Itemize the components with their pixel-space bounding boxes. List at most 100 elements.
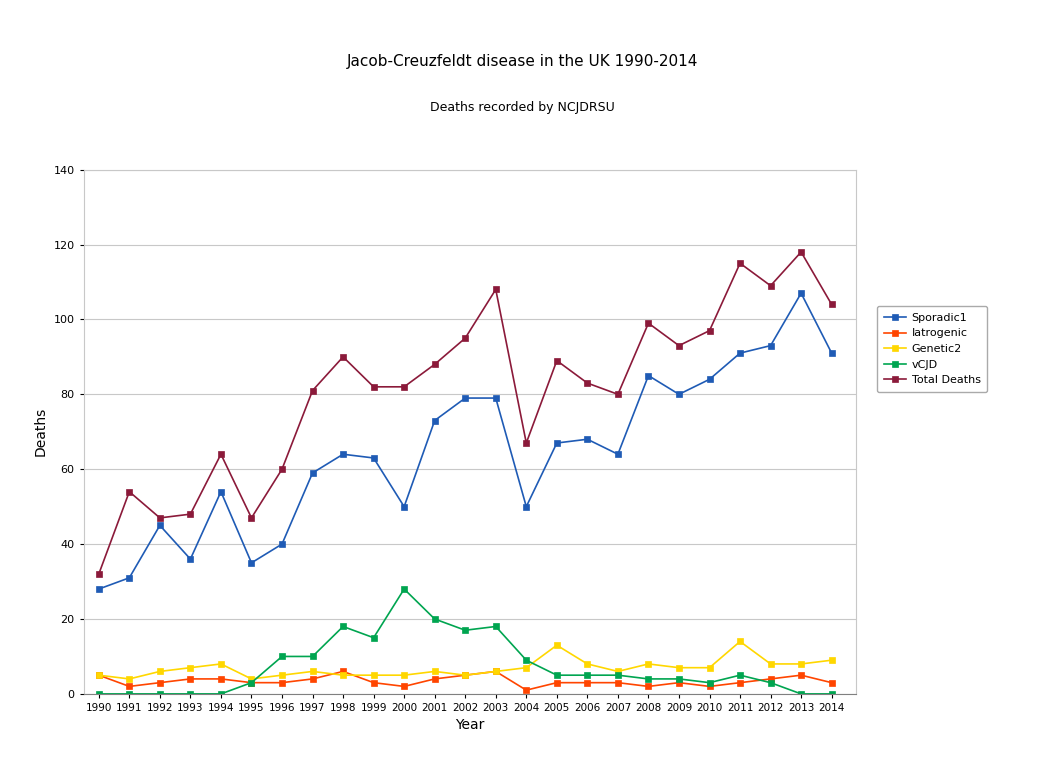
Genetic2 (123, 675, 136, 684)
Total Deaths (612, 389, 624, 399)
Total Deaths (794, 247, 807, 257)
Genetic2 (672, 663, 685, 672)
Line: Genetic2: Genetic2 (96, 638, 834, 682)
vCJD (337, 622, 350, 631)
Genetic2 (306, 667, 318, 676)
Sporadic1 (520, 502, 532, 511)
Genetic2 (490, 667, 502, 676)
vCJD (764, 678, 777, 687)
Genetic2 (184, 663, 196, 672)
vCJD (704, 678, 716, 687)
vCJD (826, 689, 838, 699)
Genetic2 (367, 671, 380, 680)
Total Deaths (550, 356, 563, 365)
Sporadic1 (550, 439, 563, 448)
Iatrogenic (306, 675, 318, 684)
Iatrogenic (367, 678, 380, 687)
vCJD (367, 633, 380, 642)
Sporadic1 (490, 393, 502, 402)
Genetic2 (245, 675, 258, 684)
Sporadic1 (367, 453, 380, 463)
vCJD (245, 678, 258, 687)
Genetic2 (704, 663, 716, 672)
Text: Deaths recorded by NCJDRSU: Deaths recorded by NCJDRSU (430, 102, 614, 114)
Iatrogenic (764, 675, 777, 684)
vCJD (794, 689, 807, 699)
Iatrogenic (490, 667, 502, 676)
Genetic2 (459, 671, 472, 680)
Total Deaths (337, 352, 350, 362)
Iatrogenic (520, 685, 532, 695)
Total Deaths (520, 439, 532, 448)
vCJD (398, 584, 410, 594)
Sporadic1 (306, 468, 318, 477)
Genetic2 (582, 659, 594, 668)
vCJD (428, 614, 441, 624)
Iatrogenic (582, 678, 594, 687)
Sporadic1 (672, 389, 685, 399)
Sporadic1 (123, 573, 136, 582)
Iatrogenic (826, 678, 838, 687)
Total Deaths (184, 510, 196, 519)
Genetic2 (734, 637, 746, 646)
Total Deaths (215, 449, 228, 459)
Iatrogenic (704, 682, 716, 691)
Sporadic1 (184, 554, 196, 564)
Total Deaths (245, 513, 258, 523)
Total Deaths (642, 318, 655, 328)
Genetic2 (520, 663, 532, 672)
Line: Iatrogenic: Iatrogenic (96, 668, 834, 693)
Iatrogenic (184, 675, 196, 684)
vCJD (642, 675, 655, 684)
Genetic2 (826, 655, 838, 665)
Genetic2 (428, 667, 441, 676)
Sporadic1 (764, 341, 777, 350)
Total Deaths (123, 487, 136, 497)
Iatrogenic (245, 678, 258, 687)
Total Deaths (93, 570, 105, 579)
vCJD (734, 671, 746, 680)
Iatrogenic (428, 675, 441, 684)
Iatrogenic (672, 678, 685, 687)
Sporadic1 (794, 288, 807, 298)
Sporadic1 (826, 348, 838, 358)
Total Deaths (276, 465, 288, 474)
Total Deaths (764, 281, 777, 291)
Sporadic1 (93, 584, 105, 594)
vCJD (276, 651, 288, 661)
Sporadic1 (276, 540, 288, 549)
Iatrogenic (215, 675, 228, 684)
Line: Sporadic1: Sporadic1 (96, 291, 834, 592)
Sporadic1 (153, 520, 166, 530)
Text: Jacob-Creuzfeldt disease in the UK 1990-2014: Jacob-Creuzfeldt disease in the UK 1990-… (347, 54, 697, 69)
Iatrogenic (459, 671, 472, 680)
Line: Total Deaths: Total Deaths (96, 249, 834, 577)
Total Deaths (826, 300, 838, 309)
Genetic2 (642, 659, 655, 668)
Sporadic1 (215, 487, 228, 497)
Genetic2 (337, 671, 350, 680)
Iatrogenic (550, 678, 563, 687)
Total Deaths (153, 513, 166, 523)
Iatrogenic (794, 671, 807, 680)
Legend: Sporadic1, Iatrogenic, Genetic2, vCJD, Total Deaths: Sporadic1, Iatrogenic, Genetic2, vCJD, T… (877, 306, 988, 392)
Genetic2 (794, 659, 807, 668)
Genetic2 (276, 671, 288, 680)
Sporadic1 (704, 375, 716, 384)
Genetic2 (153, 667, 166, 676)
vCJD (153, 689, 166, 699)
Genetic2 (550, 641, 563, 650)
vCJD (215, 689, 228, 699)
Genetic2 (215, 659, 228, 668)
vCJD (184, 689, 196, 699)
Iatrogenic (398, 682, 410, 691)
Total Deaths (306, 386, 318, 396)
Total Deaths (672, 341, 685, 350)
Sporadic1 (734, 348, 746, 358)
Iatrogenic (612, 678, 624, 687)
Line: vCJD: vCJD (96, 586, 834, 697)
Sporadic1 (428, 416, 441, 425)
vCJD (672, 675, 685, 684)
Genetic2 (612, 667, 624, 676)
Sporadic1 (459, 393, 472, 402)
